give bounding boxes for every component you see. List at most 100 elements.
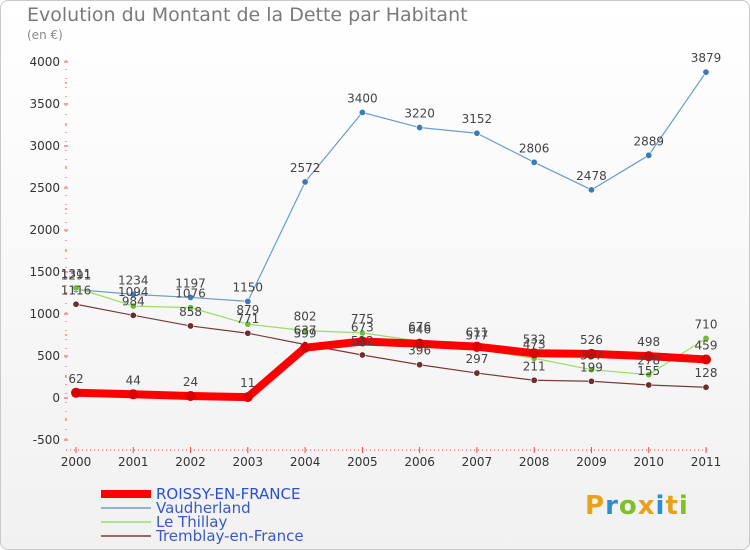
data-point-tremblay-en-france	[645, 381, 653, 389]
y-tick-label: -500	[33, 433, 60, 447]
data-point-tremblay-en-france	[702, 383, 710, 391]
data-label-roissy-en-france: 673	[351, 320, 374, 334]
data-label-vaudherland: 2889	[633, 134, 664, 148]
data-point-roissy-en-france	[128, 389, 139, 400]
data-point-tremblay-en-france	[72, 300, 80, 308]
data-label-vaudherland: 1234	[118, 273, 149, 287]
x-tick-label: 2009	[576, 455, 607, 469]
data-label-roissy-en-france: 11	[240, 376, 255, 390]
legend-label-vaudherland: Vaudherland	[156, 499, 251, 517]
data-point-tremblay-en-france	[187, 322, 195, 330]
x-tick-label: 2010	[633, 455, 664, 469]
data-label-roissy-en-france: 611	[465, 326, 488, 340]
chart-subtitle: (en €)	[27, 28, 63, 42]
data-label-tremblay-en-france: 155	[637, 364, 660, 378]
x-tick-label: 2011	[691, 455, 722, 469]
data-label-vaudherland: 2572	[290, 161, 321, 175]
data-point-roissy-en-france	[357, 336, 368, 347]
data-point-vaudherland	[587, 186, 595, 194]
data-label-le-thillay: 802	[294, 310, 317, 324]
data-point-le-thillay	[358, 329, 366, 337]
data-label-vaudherland: 1150	[233, 280, 264, 294]
data-point-tremblay-en-france	[530, 376, 538, 384]
data-label-roissy-en-france: 646	[408, 323, 431, 337]
y-tick-label: 0	[52, 391, 60, 405]
data-point-vaudherland	[645, 151, 653, 159]
data-label-roissy-en-france: 44	[126, 373, 141, 387]
y-tick-label: 2000	[29, 223, 60, 237]
y-tick-label: 3500	[29, 97, 60, 111]
data-point-tremblay-en-france	[129, 311, 137, 319]
data-label-le-thillay: 775	[351, 312, 374, 326]
data-label-le-thillay: 1076	[175, 287, 206, 301]
data-label-vaudherland: 3400	[347, 91, 378, 105]
y-tick-label: 1000	[29, 307, 60, 321]
data-point-roissy-en-france	[71, 387, 81, 398]
x-tick-label: 2000	[61, 455, 92, 469]
logo-letter: i	[655, 491, 666, 521]
data-label-tremblay-en-france: 199	[580, 360, 603, 374]
x-tick-label: 2005	[347, 455, 378, 469]
data-point-le-thillay	[72, 284, 80, 292]
data-label-roissy-en-france: 498	[637, 335, 660, 349]
data-label-tremblay-en-france: 858	[179, 305, 202, 319]
chart-title: Evolution du Montant de la Dette par Hab…	[27, 4, 468, 26]
data-point-vaudherland	[473, 129, 481, 137]
data-label-tremblay-en-france: 297	[465, 352, 488, 366]
data-label-vaudherland: 1197	[175, 276, 206, 290]
data-label-le-thillay: 577	[465, 329, 488, 343]
data-label-roissy-en-france: 62	[68, 372, 83, 386]
y-tick-label: 1500	[29, 265, 60, 279]
y-tick-label: 3000	[29, 139, 60, 153]
data-point-le-thillay	[301, 327, 309, 335]
logo-letter: P	[585, 491, 606, 521]
data-point-roissy-en-france	[701, 354, 711, 365]
data-point-vaudherland	[530, 158, 538, 166]
data-point-roissy-en-france	[242, 392, 253, 403]
logo-letter: r	[605, 491, 619, 521]
data-label-roissy-en-france: 24	[183, 375, 198, 389]
data-label-roissy-en-france: 532	[523, 332, 546, 346]
data-point-vaudherland	[702, 68, 710, 76]
data-point-roissy-en-france	[586, 348, 597, 359]
data-label-le-thillay: 676	[408, 320, 431, 334]
data-label-tremblay-en-france: 771	[236, 312, 259, 326]
data-point-roissy-en-france	[529, 348, 540, 359]
data-point-roissy-en-france	[414, 338, 425, 349]
data-label-tremblay-en-france: 512	[351, 334, 374, 348]
data-point-le-thillay	[587, 366, 595, 374]
data-label-vaudherland: 1291	[61, 269, 92, 283]
data-point-tremblay-en-france	[587, 377, 595, 385]
data-label-roissy-en-france: 599	[294, 327, 317, 341]
data-label-le-thillay: 337	[580, 349, 603, 363]
data-point-le-thillay	[187, 304, 195, 312]
data-point-tremblay-en-france	[473, 369, 481, 377]
y-tick-label: 500	[37, 349, 60, 363]
data-point-vaudherland	[129, 290, 137, 298]
data-point-vaudherland	[187, 293, 195, 301]
data-label-le-thillay: 879	[236, 303, 259, 317]
data-label-vaudherland: 3220	[404, 107, 435, 121]
series-line-vaudherland	[75, 71, 707, 302]
legend-label-le-thillay: Le Thillay	[156, 513, 227, 531]
x-tick-label: 2007	[462, 455, 493, 469]
data-label-vaudherland: 2478	[576, 169, 607, 183]
data-point-le-thillay	[129, 302, 137, 310]
data-point-tremblay-en-france	[416, 361, 424, 369]
data-point-le-thillay	[645, 371, 653, 379]
data-label-tremblay-en-france: 128	[695, 366, 718, 380]
logo-letter: i	[678, 491, 689, 521]
x-tick-label: 2001	[118, 455, 149, 469]
logo-letter: o	[618, 491, 638, 521]
data-label-le-thillay: 710	[695, 317, 718, 331]
legend-label-tremblay-en-france: Tremblay-en-France	[155, 527, 304, 545]
logo-letter: t	[665, 491, 679, 521]
proxiti-logo: Proxiti	[585, 491, 689, 521]
x-tick-label: 2004	[290, 455, 321, 469]
data-point-vaudherland	[358, 108, 366, 116]
x-tick-label: 2006	[404, 455, 435, 469]
data-point-tremblay-en-france	[244, 329, 252, 337]
data-point-vaudherland	[416, 124, 424, 132]
